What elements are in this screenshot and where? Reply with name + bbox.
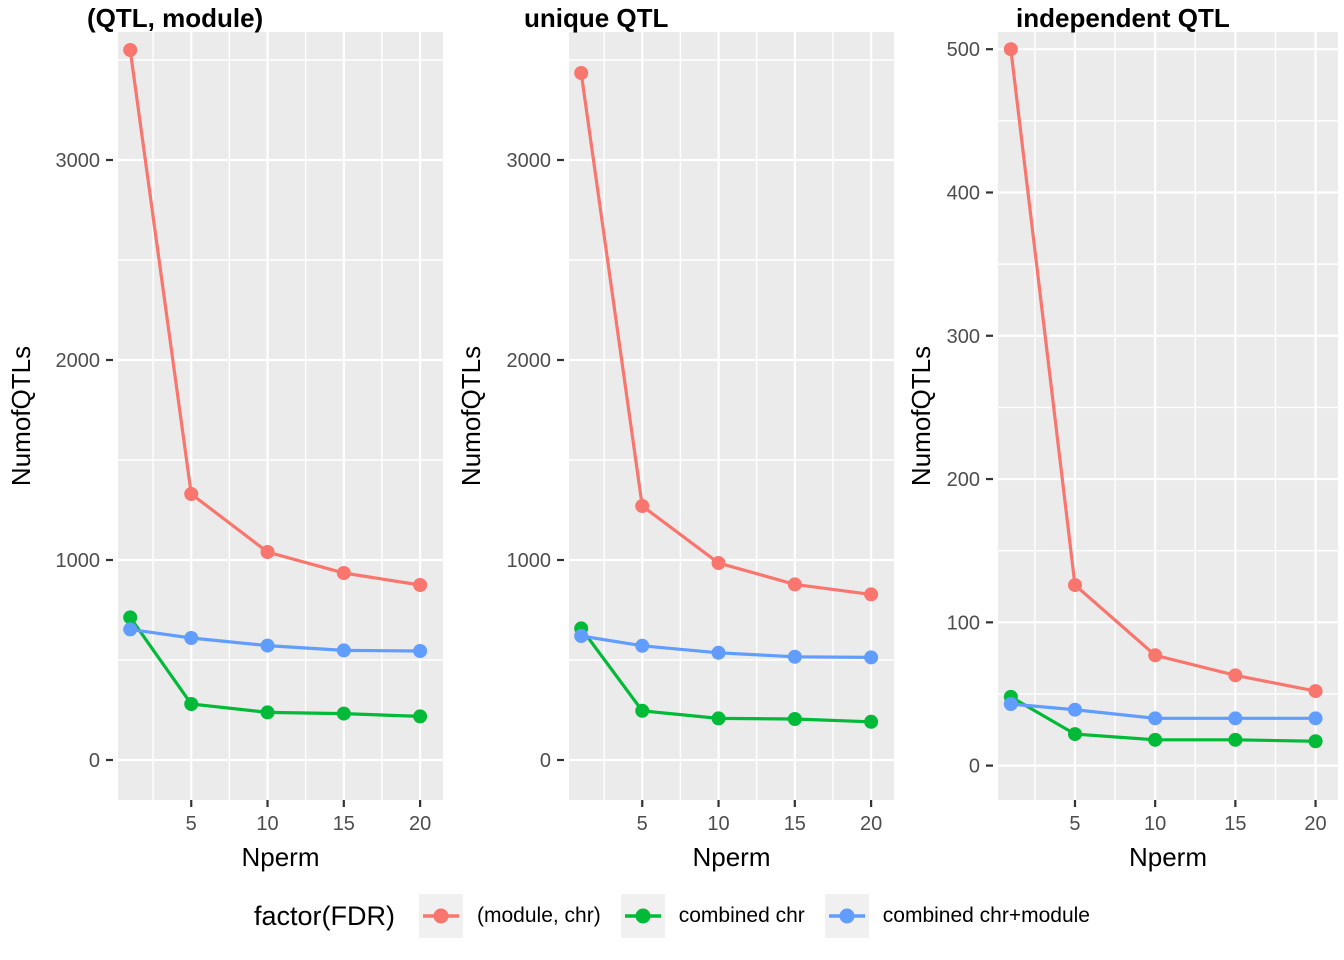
y-tick-label: 3000 — [56, 150, 101, 172]
x-tick-label: 10 — [1144, 813, 1166, 835]
series-point — [123, 610, 138, 625]
series-point — [711, 711, 726, 726]
x-tick-label: 5 — [637, 813, 648, 835]
x-tick-label: 15 — [333, 813, 355, 835]
series-point — [1148, 648, 1163, 663]
series-point — [123, 43, 138, 57]
x-axis-title: Nperm — [1129, 842, 1207, 872]
series-point — [1228, 668, 1243, 683]
legend-key-point — [433, 908, 449, 924]
series-point — [711, 556, 726, 570]
y-axis-title: NumofQTLs — [906, 346, 936, 486]
legend-entry-label: (module, chr) — [477, 904, 601, 927]
panel-title: independent QTL — [1016, 3, 1230, 33]
legend: factor(FDR) (module, chr) combined chr c… — [0, 888, 1344, 944]
legend-entry-label: combined chr+module — [882, 904, 1090, 927]
panel-qtl-module: 5 10 15 20 0 1000 2000 3000 Nperm NumofQTLs (QTL, … — [6, 3, 443, 872]
series-point — [260, 705, 275, 720]
y-tick-label: 300 — [947, 326, 980, 348]
x-axis-title: Nperm — [692, 842, 770, 872]
series-point — [260, 638, 275, 653]
series-point — [184, 697, 199, 711]
y-tick-label: 1000 — [507, 550, 552, 572]
y-axis-title: NumofQTLs — [6, 346, 36, 486]
series-point — [1003, 42, 1018, 57]
series-point — [184, 487, 199, 501]
x-tick-label: 20 — [1304, 813, 1326, 835]
legend-key-icon — [419, 894, 464, 938]
series-point — [787, 649, 802, 664]
series-point — [864, 650, 879, 665]
panel-independent-qtl: 5 10 15 200100200300400500NpermNumofQTLsind… — [906, 3, 1338, 872]
legend-key-icon — [824, 894, 869, 938]
series-point — [1228, 732, 1243, 747]
x-tick-label: 20 — [409, 813, 431, 835]
series-point — [1067, 578, 1082, 593]
series-point — [864, 587, 879, 602]
series-point — [336, 566, 351, 580]
legend-entry-combined-chr: combined chr — [620, 894, 805, 938]
legend-key-icon — [620, 894, 665, 938]
x-tick-label: 20 — [860, 813, 882, 835]
x-tick-label: 5 — [1069, 813, 1080, 835]
x-tick-label: 10 — [707, 813, 729, 835]
legend-key-point — [635, 908, 651, 924]
panel-title: unique QTL — [524, 3, 669, 33]
x-tick-label: 15 — [1224, 813, 1246, 835]
y-axis-title: NumofQTLs — [456, 346, 486, 486]
y-tick-label: 400 — [947, 182, 980, 204]
y-tick-label: 200 — [947, 469, 980, 491]
series-point — [635, 499, 650, 513]
series-point — [413, 709, 428, 724]
y-tick-label: 0 — [969, 756, 980, 778]
series-point — [1308, 734, 1323, 749]
y-tick-label: 3000 — [507, 150, 552, 172]
series-point — [336, 706, 351, 721]
series-point — [1067, 702, 1082, 717]
series-point — [123, 622, 138, 637]
series-point — [1148, 732, 1163, 747]
series-point — [1228, 711, 1243, 726]
x-tick-label: 15 — [784, 813, 806, 835]
series-point — [864, 714, 879, 729]
y-tick-label: 2000 — [56, 350, 101, 372]
legend-title: factor(FDR) — [254, 900, 396, 931]
series-point — [574, 66, 589, 80]
y-tick-label: 100 — [947, 612, 980, 634]
x-axis-title: Nperm — [241, 842, 319, 872]
legend-entry-label: combined chr — [678, 904, 805, 927]
series-point — [1308, 711, 1323, 726]
y-tick-label: 2000 — [507, 350, 552, 372]
series-point — [635, 638, 650, 653]
series-point — [260, 545, 275, 559]
series-point — [787, 712, 802, 726]
series-point — [787, 577, 802, 592]
series-point — [1148, 711, 1163, 726]
series-point — [413, 578, 428, 592]
y-tick-label: 0 — [89, 750, 100, 772]
series-point — [413, 644, 428, 658]
legend-entry-module-chr: (module, chr) — [419, 894, 601, 938]
y-tick-label: 500 — [947, 39, 980, 61]
legend-key-point — [839, 908, 855, 924]
y-tick-label: 1000 — [56, 550, 101, 572]
series-point — [1067, 727, 1082, 742]
series-point — [184, 631, 199, 645]
series-point — [1308, 684, 1323, 699]
series-point — [336, 643, 351, 658]
series-point — [574, 629, 589, 643]
y-tick-label: 0 — [540, 750, 551, 772]
panel-background — [118, 32, 443, 800]
panel-title: (QTL, module) — [87, 3, 263, 33]
panel-unique-qtl: 5 10 15 20 0 1000 2000 3000 Nperm NumofQTLs unique… — [456, 3, 894, 872]
series-point — [1003, 697, 1018, 711]
series-point — [711, 645, 726, 660]
x-tick-label: 5 — [186, 813, 197, 835]
plots-row: 5 10 15 20 0 1000 2000 3000 Nperm NumofQTLs (QTL, … — [6, 3, 1338, 872]
x-tick-label: 10 — [256, 813, 278, 835]
panel-background — [569, 32, 894, 800]
legend-entry-combined-chr-module: combined chr+module — [824, 894, 1090, 938]
series-point — [635, 703, 650, 718]
